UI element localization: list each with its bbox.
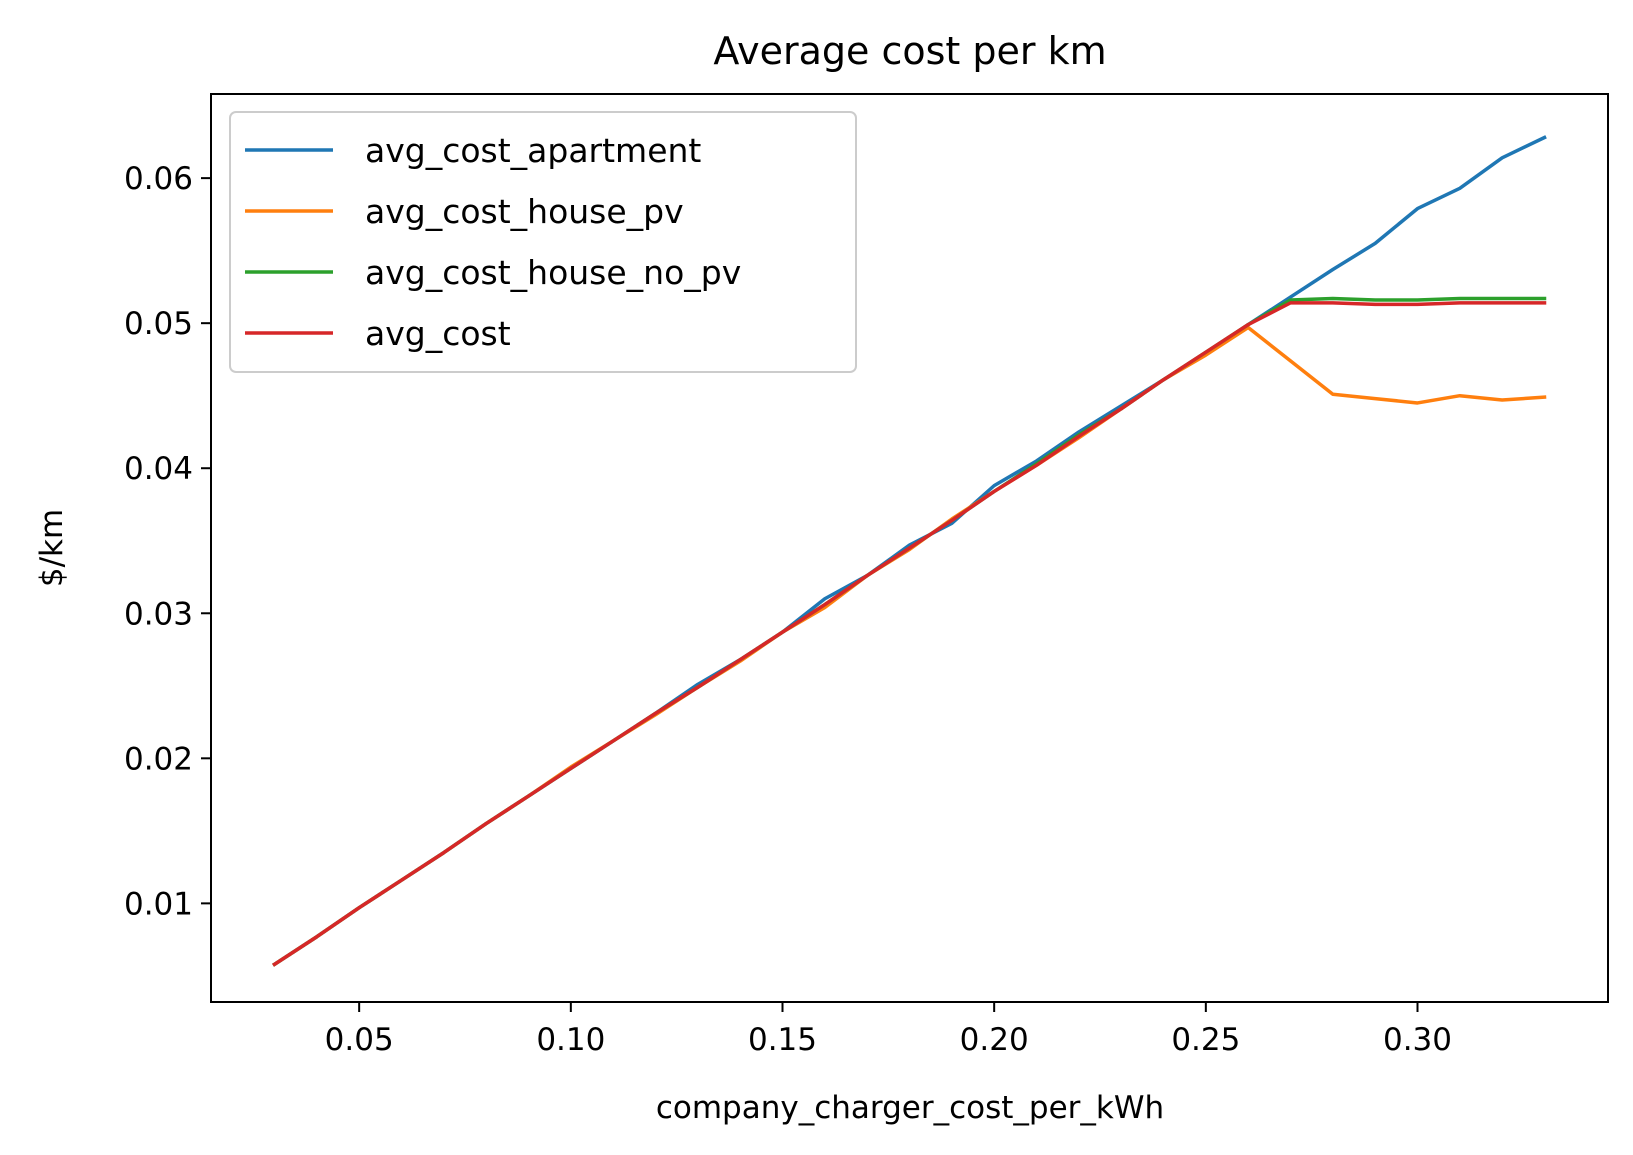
x-tick-label: 0.30 xyxy=(1383,1022,1452,1058)
x-tick-label: 0.20 xyxy=(960,1022,1029,1058)
x-axis: 0.05 0.10 0.15 0.20 0.25 0.30 xyxy=(325,1002,1452,1058)
legend-label-avg-cost-house-no-pv: avg_cost_house_no_pv xyxy=(365,253,741,292)
series-line-avg-cost xyxy=(272,301,1547,967)
legend-items: avg_cost_apartment avg_cost_house_pv avg_c… xyxy=(245,131,741,353)
x-tick-label: 0.10 xyxy=(536,1022,605,1058)
legend: avg_cost_apartment avg_cost_house_pv avg_c… xyxy=(229,111,857,373)
y-axis-label: $/km xyxy=(34,509,70,587)
y-tick-label: 0.06 xyxy=(124,161,193,197)
chart-title: Average cost per km xyxy=(713,29,1106,73)
series-layer xyxy=(272,135,1547,967)
y-axis: 0.01 0.02 0.03 0.04 0.05 0.06 xyxy=(124,161,211,922)
legend-label-avg-cost-house-pv: avg_cost_house_pv xyxy=(365,192,684,231)
legend-box xyxy=(229,111,857,373)
x-axis-label: company_charger_cost_per_kWh xyxy=(656,1090,1164,1126)
legend-label-avg-cost: avg_cost xyxy=(365,314,511,353)
y-tick-label: 0.01 xyxy=(124,886,193,922)
x-tick-label: 0.15 xyxy=(748,1022,817,1058)
x-tick-label: 0.05 xyxy=(325,1022,394,1058)
x-tick-label: 0.25 xyxy=(1171,1022,1240,1058)
y-tick-label: 0.03 xyxy=(124,596,193,632)
plot-frame xyxy=(210,93,1609,1003)
legend-label-avg-cost-apartment: avg_cost_apartment xyxy=(365,131,701,170)
y-tick-label: 0.05 xyxy=(124,306,193,342)
y-tick-label: 0.04 xyxy=(124,451,193,487)
y-tick-label: 0.02 xyxy=(124,741,193,777)
